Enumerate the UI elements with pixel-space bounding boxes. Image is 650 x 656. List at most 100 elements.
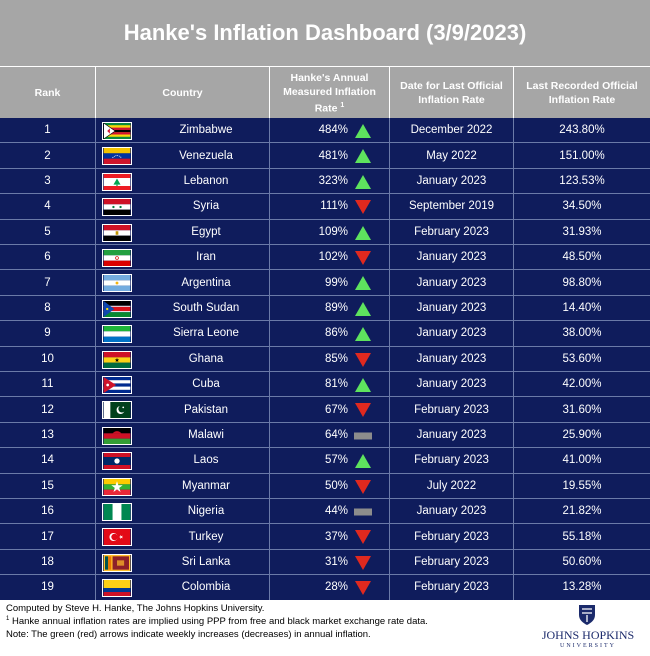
hanke-rate-cell: 64%	[270, 422, 390, 448]
table-row: 4 Syria 111% September 2019 34.50%	[0, 194, 650, 220]
table-row: 10 Ghana 85% January 2023 53.60%	[0, 346, 650, 372]
header-hanke-rate-line1: Hanke's Annual	[290, 71, 369, 84]
country-name: Colombia	[181, 581, 231, 594]
header-official-line1: Last Recorded Official	[526, 80, 638, 92]
hanke-rate-value: 37%	[324, 530, 348, 543]
footnote-text: Hanke annual inflation rates are implied…	[9, 616, 428, 628]
country-cell: Zimbabwe	[96, 118, 270, 143]
rank-cell: 15	[0, 473, 96, 498]
table-row: 19 Colombia 28% February 2023 13.28%	[0, 575, 650, 601]
hanke-rate-cell: 28%	[270, 575, 390, 600]
country-name: Cuba	[192, 378, 220, 391]
table-row: 11 Cuba 81% January 2023 42.00%	[0, 372, 650, 398]
country-cell: Cuba	[96, 372, 270, 397]
country-cell: Nigeria	[96, 499, 270, 524]
table-row: 5 Egypt 109% February 2023 31.93%	[0, 219, 650, 245]
official-rate-cell: 98.80%	[562, 276, 602, 289]
flag-south-sudan-icon	[102, 299, 132, 318]
down-arrow-icon	[355, 555, 371, 570]
rank-cell: 17	[0, 524, 96, 549]
down-arrow-icon	[355, 403, 371, 418]
up-arrow-icon	[355, 225, 371, 240]
rank-cell: 10	[0, 346, 96, 371]
country-name: Venezuela	[179, 149, 233, 162]
hanke-rate-cell: 50%	[270, 473, 390, 498]
flag-laos-icon	[102, 452, 132, 471]
official-date-cell: January 2023	[390, 270, 514, 295]
rank-cell: 13	[0, 422, 96, 448]
official-date-cell: February 2023	[390, 397, 514, 422]
rank-cell: 8	[0, 295, 96, 321]
official-date-cell: May 2022	[390, 143, 514, 168]
official-rate-cell: 25.90%	[562, 428, 602, 441]
rank-cell: 16	[0, 499, 96, 524]
table-row: 18 Sri Lanka 31% February 2023 50.60%	[0, 549, 650, 576]
flat-indicator-icon	[354, 508, 372, 516]
rank-cell: 3	[0, 168, 96, 194]
country-cell: Colombia	[96, 575, 270, 600]
flag-syria-icon	[102, 198, 132, 217]
rank-cell: 12	[0, 397, 96, 422]
country-name: Malawi	[188, 428, 224, 441]
country-name: Myanmar	[182, 479, 230, 492]
official-rate-cell: 31.93%	[562, 225, 602, 238]
official-rate-cell: 31.60%	[562, 403, 602, 416]
country-name: Egypt	[191, 225, 221, 238]
official-date-cell: January 2023	[390, 372, 514, 397]
country-name: Sri Lanka	[181, 555, 231, 568]
official-rate-cell: 13.28%	[562, 581, 602, 594]
down-arrow-icon	[355, 479, 371, 494]
header-country: Country	[96, 67, 270, 119]
official-rate-cell: 243.80%	[559, 124, 605, 137]
official-date-cell: January 2023	[390, 295, 514, 321]
country-name: Lebanon	[183, 174, 229, 187]
hanke-rate-cell: 111%	[270, 194, 390, 219]
official-rate-cell: 34.50%	[562, 200, 602, 213]
country-cell: Argentina	[96, 270, 270, 295]
flag-venezuela-icon	[102, 147, 132, 166]
flag-ghana-icon	[102, 350, 132, 369]
official-date-cell: December 2022	[390, 118, 514, 143]
hanke-rate-value: 64%	[324, 428, 348, 441]
table-row: 1 Zimbabwe 484% December 2022 243.80%	[0, 118, 650, 144]
country-cell: Egypt	[96, 219, 270, 244]
table-row: 3 Lebanon 323% January 2023 123.53%	[0, 168, 650, 195]
up-arrow-icon	[355, 276, 371, 291]
hanke-rate-cell: 44%	[270, 499, 390, 524]
hanke-rate-value: 31%	[324, 555, 348, 568]
official-rate-cell: 38.00%	[562, 327, 602, 340]
country-name: Nigeria	[187, 505, 225, 518]
official-date-cell: February 2023	[390, 219, 514, 244]
flag-pakistan-icon	[102, 401, 132, 420]
up-arrow-icon	[355, 454, 371, 469]
country-name: Sierra Leone	[173, 327, 239, 340]
official-rate-cell: 19.55%	[562, 479, 602, 492]
official-rate-cell: 41.00%	[562, 454, 602, 467]
header-hanke-rate: Hanke's Annual Measured Inflation Rate 1	[270, 67, 390, 119]
country-cell: Sierra Leone	[96, 321, 270, 346]
country-name: Argentina	[181, 276, 231, 289]
hanke-rate-cell: 102%	[270, 245, 390, 270]
table-row: 8 South Sudan 89% January 2023 14.40%	[0, 295, 650, 322]
flag-egypt-icon	[102, 223, 132, 242]
rank-cell: 18	[0, 549, 96, 575]
country-cell: South Sudan	[96, 295, 270, 321]
country-name: Iran	[196, 251, 216, 264]
country-name: Syria	[192, 200, 220, 213]
jhu-logo-sub: UNIVERSITY	[560, 643, 616, 649]
rank-cell: 14	[0, 448, 96, 473]
country-name: South Sudan	[172, 301, 240, 314]
hanke-rate-cell: 67%	[270, 397, 390, 422]
official-rate-cell: 151.00%	[559, 149, 605, 162]
table-row: 14 Laos 57% February 2023 41.00%	[0, 448, 650, 474]
official-date-cell: January 2023	[390, 245, 514, 270]
footer-note: Note: The green (red) arrows indicate we…	[6, 629, 371, 640]
official-date-cell: January 2023	[390, 346, 514, 371]
official-date-cell: January 2023	[390, 499, 514, 524]
footnote-marker: 1	[340, 101, 345, 109]
table-row: 17 Turkey 37% February 2023 55.18%	[0, 524, 650, 550]
table-body: 1 Zimbabwe 484% December 2022 243.80% 2 Venezu…	[0, 118, 650, 601]
footnote-marker: 1	[6, 616, 10, 622]
country-cell: Sri Lanka	[96, 549, 270, 575]
down-arrow-icon	[355, 581, 371, 596]
